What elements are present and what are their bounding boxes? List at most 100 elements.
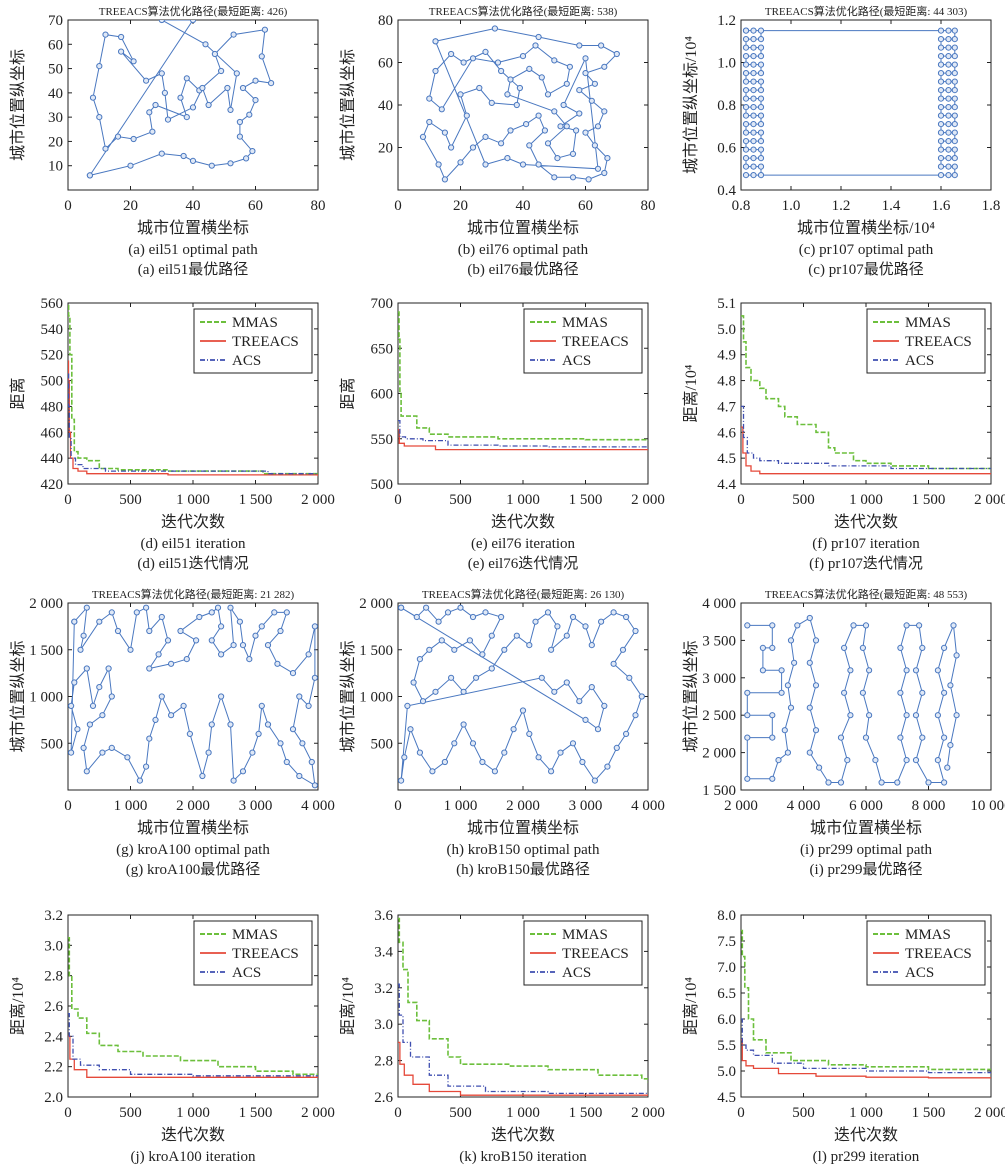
y-tick-label: 2 500 bbox=[702, 708, 736, 724]
city-point bbox=[227, 106, 234, 114]
legend: MMAS TREEACS ACS bbox=[523, 920, 643, 986]
city-point bbox=[444, 609, 452, 616]
city-point bbox=[582, 70, 589, 77]
city-point bbox=[750, 78, 757, 85]
y-tick-label: 480 bbox=[41, 399, 64, 415]
city-point bbox=[68, 702, 75, 710]
city-point bbox=[548, 646, 555, 653]
city-point bbox=[787, 637, 795, 644]
y-tick-label: 500 bbox=[371, 736, 394, 752]
y-tick-label: 500 bbox=[41, 736, 64, 752]
city-point bbox=[186, 730, 193, 738]
caption-en: (l) pr299 iteration bbox=[813, 1149, 920, 1165]
city-point bbox=[554, 623, 561, 630]
city-point bbox=[945, 155, 952, 162]
x-axis-label: 城市位置横坐标 bbox=[137, 819, 249, 837]
y-tick-label: 3.2 bbox=[44, 908, 63, 924]
city-point bbox=[937, 121, 945, 128]
city-point bbox=[937, 36, 945, 43]
series-line-mmas bbox=[68, 937, 318, 1076]
city-point bbox=[311, 623, 318, 630]
y-tick-label: 3 500 bbox=[702, 633, 736, 649]
city-point bbox=[196, 613, 203, 621]
city-point bbox=[744, 689, 751, 696]
x-tick-label: 4 000 bbox=[301, 798, 335, 814]
city-point bbox=[591, 777, 599, 784]
city-point bbox=[806, 749, 813, 756]
city-point bbox=[563, 80, 570, 87]
city-point bbox=[757, 146, 765, 153]
city-point bbox=[951, 53, 958, 60]
city-point bbox=[812, 637, 820, 644]
city-point bbox=[632, 712, 639, 719]
city-point bbox=[516, 84, 524, 92]
city-point bbox=[750, 138, 757, 145]
x-axis-label: 迭代次数 bbox=[491, 513, 555, 531]
city-point bbox=[448, 144, 455, 151]
city-point bbox=[591, 142, 599, 149]
y-axis-label: 城市位置纵坐标 bbox=[339, 640, 357, 752]
city-point bbox=[398, 777, 405, 784]
city-point bbox=[208, 637, 215, 644]
city-point bbox=[769, 622, 776, 629]
y-tick-label: 2.6 bbox=[374, 1090, 393, 1106]
city-point bbox=[158, 693, 165, 700]
city-point bbox=[750, 95, 757, 102]
caption-en: (f) pr107 iteration bbox=[812, 536, 920, 552]
city-point bbox=[778, 667, 785, 674]
city-point bbox=[919, 689, 926, 696]
city-point bbox=[152, 101, 159, 109]
city-point bbox=[398, 604, 405, 611]
legend-label: MMAS bbox=[232, 927, 278, 943]
city-point bbox=[114, 627, 122, 635]
city-point bbox=[426, 646, 433, 653]
city-point bbox=[457, 159, 464, 166]
city-point bbox=[130, 135, 137, 143]
y-tick-label: 60 bbox=[48, 37, 63, 53]
city-point bbox=[283, 609, 290, 616]
city-point bbox=[945, 61, 952, 68]
city-point bbox=[847, 712, 854, 719]
city-point bbox=[576, 87, 583, 94]
city-point bbox=[83, 768, 90, 775]
x-tick-label: 1.0 bbox=[782, 198, 801, 214]
city-point bbox=[211, 50, 218, 58]
city-point bbox=[576, 698, 583, 705]
y-tick-label: 1 500 bbox=[702, 783, 736, 799]
city-point bbox=[271, 609, 278, 616]
city-point bbox=[526, 642, 533, 649]
city-point bbox=[569, 150, 577, 157]
city-point bbox=[448, 50, 455, 58]
panel-title: TREEACS算法优化路径(最短距离: 538) bbox=[429, 4, 618, 18]
caption-en: (i) pr299 optimal path bbox=[800, 842, 933, 858]
city-point bbox=[277, 740, 284, 747]
city-point bbox=[750, 53, 757, 60]
city-point bbox=[205, 749, 212, 756]
series-line-acs bbox=[68, 373, 318, 475]
city-point bbox=[183, 114, 190, 121]
city-point bbox=[252, 97, 259, 104]
city-point bbox=[227, 160, 234, 167]
plot-area bbox=[398, 604, 645, 784]
city-point bbox=[498, 67, 505, 75]
city-point bbox=[937, 138, 945, 145]
x-axis-label: 城市位置横坐标 bbox=[810, 819, 922, 837]
y-tick-label: 5.1 bbox=[717, 296, 736, 312]
city-point bbox=[96, 63, 103, 70]
x-axis-label: 城市位置横坐标 bbox=[467, 219, 579, 237]
x-tick-label: 500 bbox=[792, 1105, 815, 1121]
city-point bbox=[311, 782, 318, 789]
y-tick-label: 4.6 bbox=[717, 425, 736, 441]
panel-j: 0 500 1 000 1 500 2 000 2.0 2.2 2.4 2.6 2.8 3.0 3.2… bbox=[9, 908, 335, 1165]
city-point bbox=[102, 145, 109, 152]
city-point bbox=[89, 702, 97, 710]
x-axis-label: 迭代次数 bbox=[161, 1126, 225, 1144]
series-line-treeacs bbox=[398, 1041, 648, 1096]
city-point bbox=[945, 44, 952, 51]
city-point bbox=[258, 702, 265, 710]
x-tick-label: 20 bbox=[123, 198, 138, 214]
city-point bbox=[750, 61, 757, 68]
city-point bbox=[563, 679, 570, 686]
city-point bbox=[557, 123, 564, 130]
